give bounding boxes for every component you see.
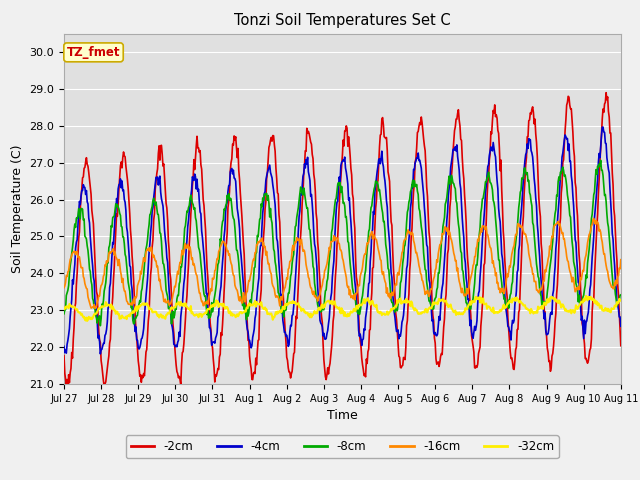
Legend: -2cm, -4cm, -8cm, -16cm, -32cm: -2cm, -4cm, -8cm, -16cm, -32cm xyxy=(126,435,559,458)
Text: TZ_fmet: TZ_fmet xyxy=(67,46,120,59)
Title: Tonzi Soil Temperatures Set C: Tonzi Soil Temperatures Set C xyxy=(234,13,451,28)
Y-axis label: Soil Temperature (C): Soil Temperature (C) xyxy=(11,144,24,273)
X-axis label: Time: Time xyxy=(327,409,358,422)
